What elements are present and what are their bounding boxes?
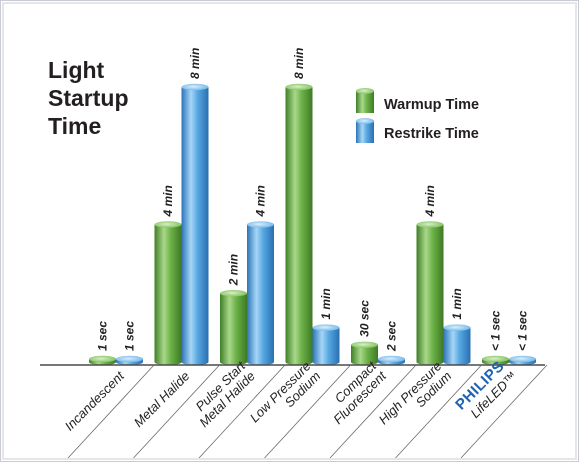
bar-restrike-base xyxy=(443,358,471,366)
bar-warmup-body xyxy=(220,293,247,362)
bar-warmup-base xyxy=(154,358,182,366)
bar-warmup-value-label: < 1 sec xyxy=(489,310,503,351)
bar-warmup-cap xyxy=(482,355,509,363)
bar-restrike-value-label: 8 min xyxy=(188,48,202,79)
bar-warmup-cap xyxy=(154,221,182,228)
bar-restrike-base xyxy=(312,358,340,366)
bar-restrike-base xyxy=(181,358,209,366)
bar-restrike-value-label: 1 min xyxy=(319,288,333,319)
frame-inner-border xyxy=(2,2,577,460)
chart-title-line: Time xyxy=(48,113,101,139)
bar-warmup-base xyxy=(285,358,313,366)
legend-label-warmup: Warmup Time xyxy=(384,97,479,113)
bar-restrike-cap xyxy=(378,355,405,363)
bar-warmup-base xyxy=(351,358,378,366)
x-axis xyxy=(40,364,548,459)
bar-restrike: 1 min xyxy=(443,288,471,366)
legend-label-restrike: Restrike Time xyxy=(384,126,479,142)
bar-restrike-value-label: 1 min xyxy=(450,288,464,319)
bar-restrike-body xyxy=(181,87,209,362)
bar-restrike-body xyxy=(443,327,471,362)
category-divider xyxy=(264,364,351,459)
bar-restrike: 8 min xyxy=(181,48,209,366)
legend-swatch-warmup-top xyxy=(356,88,374,94)
bar-restrike-value-label: < 1 sec xyxy=(516,310,530,351)
legend-item-warmup: Warmup Time xyxy=(356,88,479,113)
bar-restrike-cap xyxy=(443,324,471,331)
bar-warmup-value-label: 4 min xyxy=(161,185,175,217)
bar-restrike-value-label: 4 min xyxy=(254,185,268,217)
bar-warmup-base xyxy=(416,358,444,366)
bar-warmup: 1 sec xyxy=(89,321,116,366)
bar-warmup-value-label: 2 min xyxy=(227,254,241,286)
bar-restrike: 1 sec xyxy=(116,321,143,366)
bar-restrike: 2 sec xyxy=(378,321,405,366)
category-divider xyxy=(198,364,286,459)
bar-warmup-cap xyxy=(220,290,247,297)
bar-warmup-cap xyxy=(285,83,313,91)
bar-warmup: 30 sec xyxy=(351,300,378,366)
chart-title: Light Startup Time xyxy=(48,57,135,139)
bar-restrike-cap xyxy=(509,355,536,363)
legend-swatch-warmup xyxy=(356,91,374,113)
bar-warmup-base xyxy=(220,358,247,366)
bar-warmup: 4 min xyxy=(154,185,182,366)
bar-restrike: < 1 sec xyxy=(509,310,536,366)
bar-warmup: < 1 sec xyxy=(482,310,509,366)
legend: Warmup Time Restrike Time xyxy=(356,88,479,143)
chart-title-line: Startup xyxy=(48,85,129,111)
bar-restrike-value-label: 1 sec xyxy=(123,321,137,351)
bar-warmup-cap xyxy=(416,221,444,228)
category-divider xyxy=(460,364,548,459)
category-divider xyxy=(395,364,482,459)
bars-layer: 1 sec 1 sec 4 min 8 min 2 min 4 min 8 min 1 min… xyxy=(89,48,536,366)
bar-warmup-cap xyxy=(351,341,378,349)
bar-warmup: 8 min xyxy=(285,48,313,366)
bar-warmup-value-label: 8 min xyxy=(292,48,306,79)
category-divider xyxy=(67,364,155,459)
bar-restrike: 1 min xyxy=(312,288,340,366)
bar-warmup: 4 min xyxy=(416,185,444,366)
bar-warmup-body xyxy=(154,224,182,362)
bar-restrike-base xyxy=(247,358,274,366)
bar-restrike-cap xyxy=(312,324,340,331)
bar-restrike-cap xyxy=(116,355,143,363)
chart-title-line: Light xyxy=(48,57,105,83)
bar-warmup-value-label: 30 sec xyxy=(358,300,372,337)
bar-restrike-body xyxy=(247,224,274,362)
legend-swatch-restrike xyxy=(356,121,374,143)
category-divider xyxy=(329,364,417,459)
bar-restrike: 4 min xyxy=(247,185,274,366)
bar-warmup-body xyxy=(285,87,313,362)
bar-warmup-value-label: 4 min xyxy=(423,185,437,217)
bar-warmup: 2 min xyxy=(220,254,247,366)
bar-restrike-cap xyxy=(247,221,274,228)
bar-warmup-cap xyxy=(89,355,116,363)
bar-restrike-cap xyxy=(181,83,209,91)
legend-item-restrike: Restrike Time xyxy=(356,118,479,143)
category-divider xyxy=(133,364,220,459)
bar-warmup-value-label: 1 sec xyxy=(96,321,110,351)
legend-swatch-restrike-top xyxy=(356,118,374,124)
bar-warmup-body xyxy=(351,344,378,362)
bar-warmup-body xyxy=(416,224,444,362)
bar-restrike-body xyxy=(312,327,340,362)
bar-restrike-value-label: 2 sec xyxy=(385,321,399,352)
